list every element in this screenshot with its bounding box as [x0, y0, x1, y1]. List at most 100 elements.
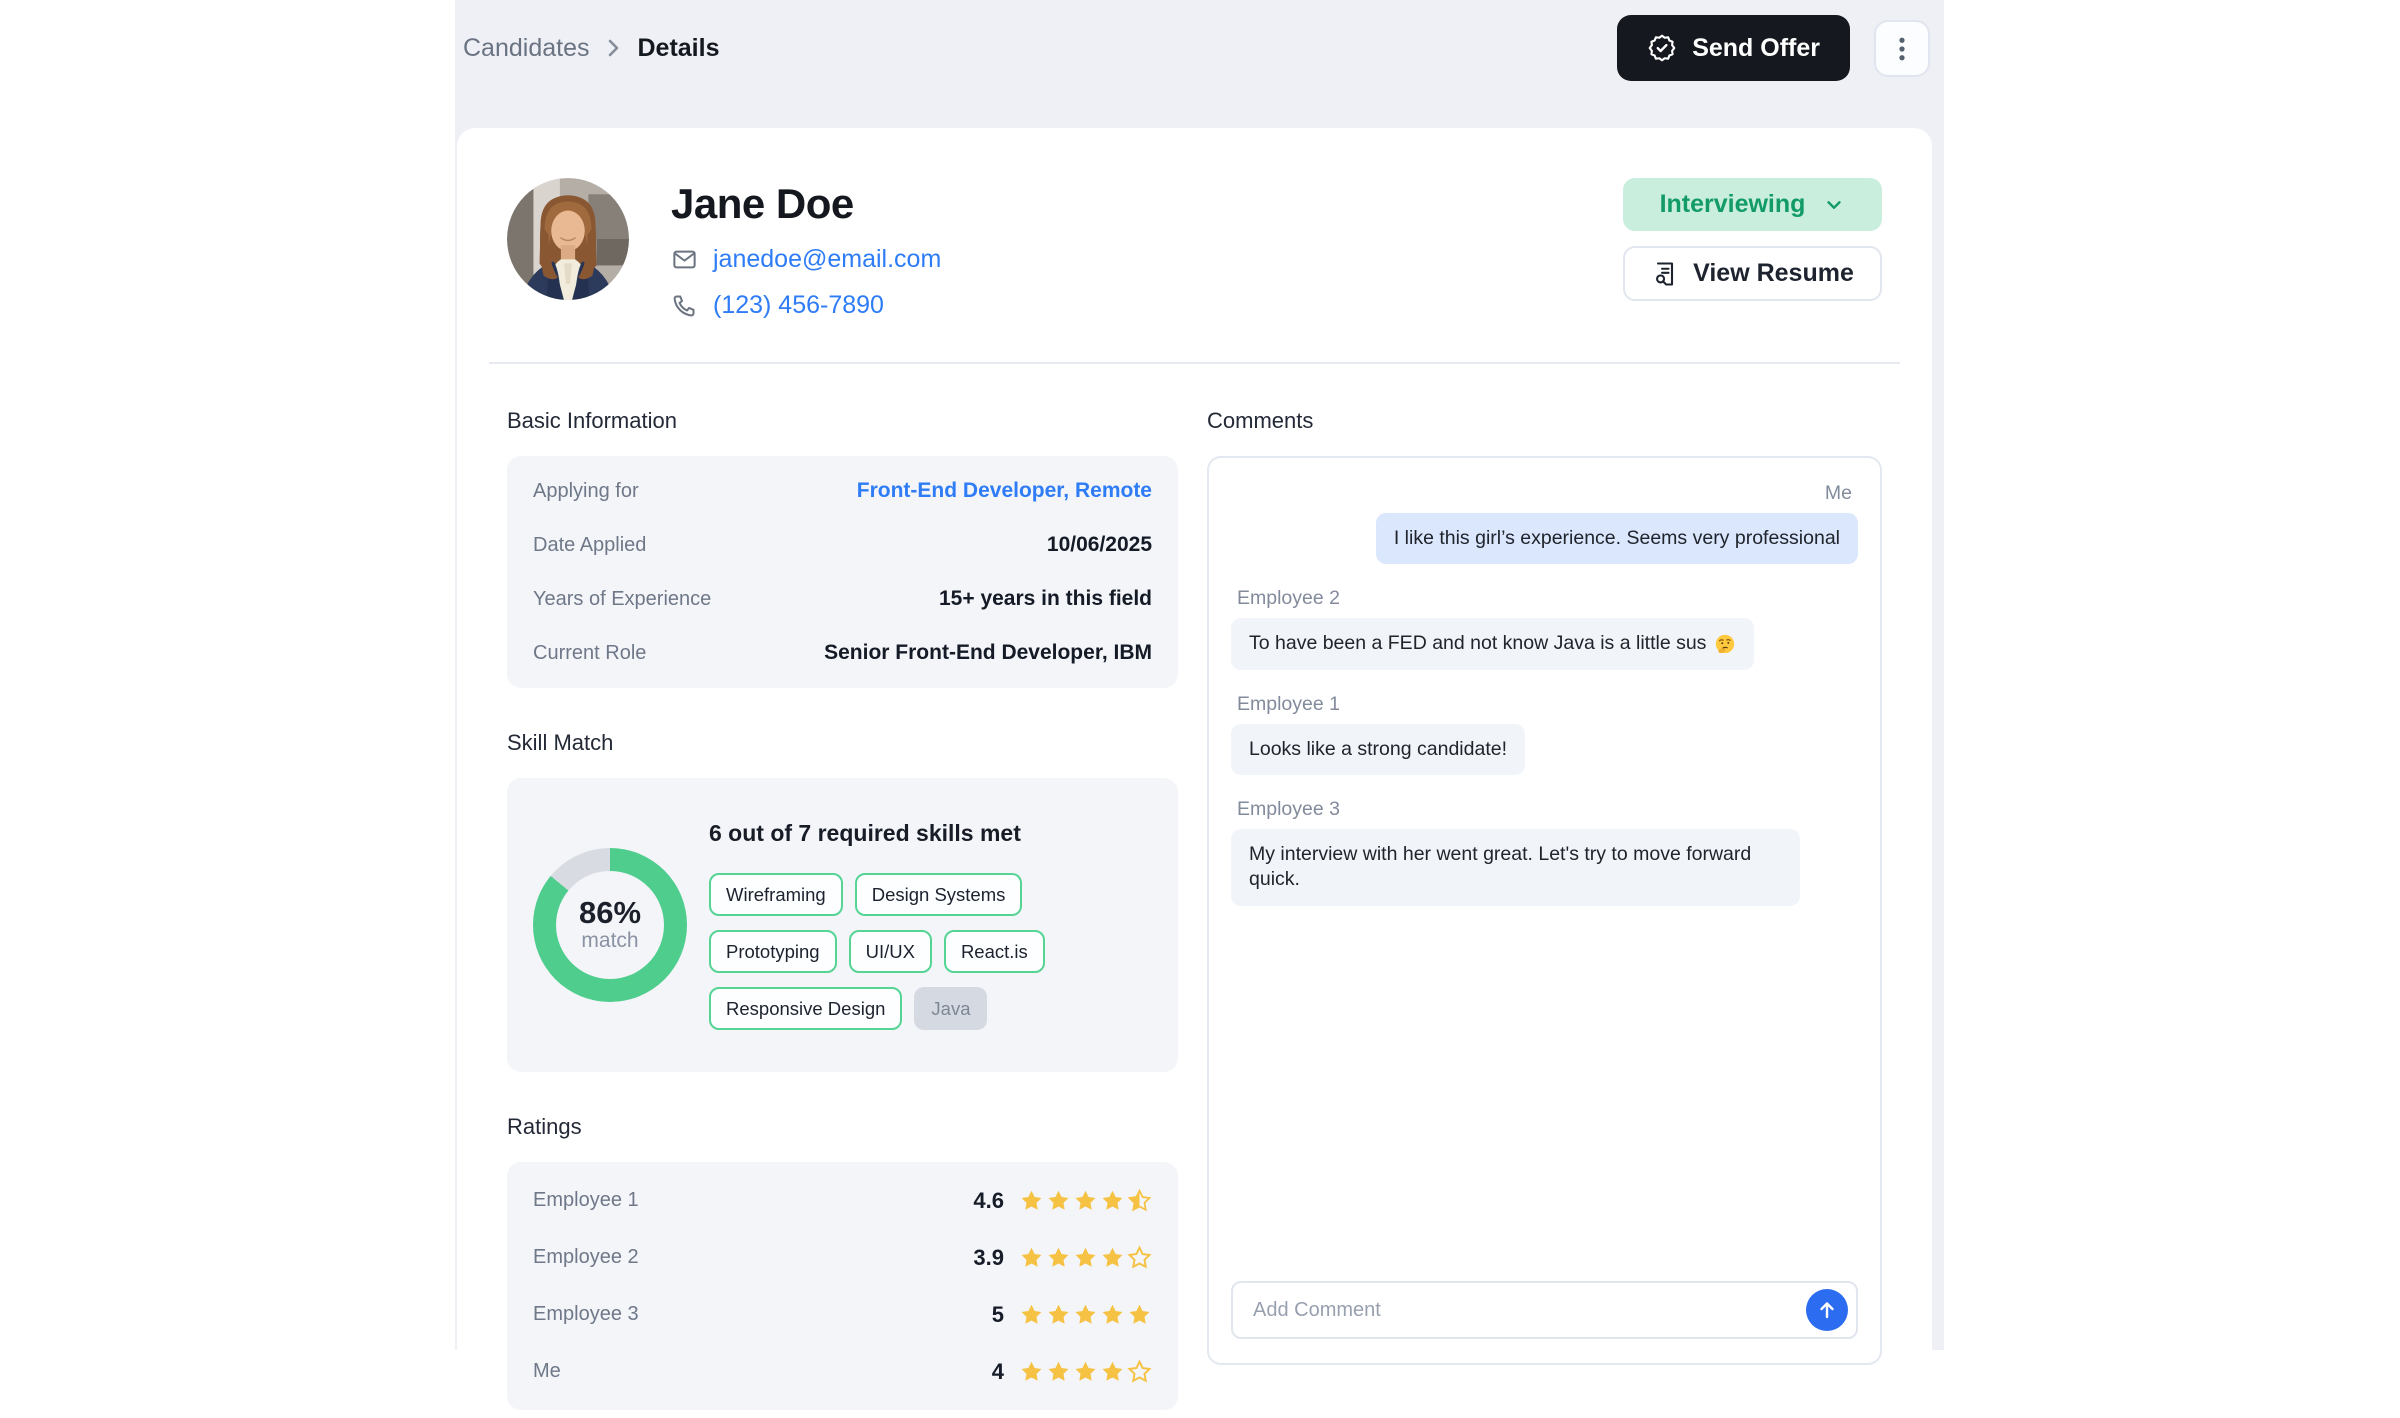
phone-icon: [673, 295, 695, 317]
star-full-icon: [1021, 1361, 1042, 1381]
rating-author: Employee 3: [533, 1303, 639, 1325]
skills-met-summary: 6 out of 7 required skills met: [709, 820, 1021, 846]
rating-row: Employee 3 5: [533, 1286, 1152, 1343]
star-full-icon: [1048, 1247, 1069, 1267]
star-full-icon: [1075, 1190, 1096, 1210]
basic-info-panel: Applying for Front-End Developer, Remote D…: [507, 456, 1178, 688]
donut-center: 86% match: [556, 871, 664, 979]
star-full-icon: [1075, 1304, 1096, 1324]
star-full-icon: [1102, 1304, 1123, 1324]
comment-text: I like this girl’s experience. Seems ver…: [1393, 527, 1840, 549]
chevron-right-icon: [609, 39, 619, 57]
breadcrumb-candidates[interactable]: Candidates: [463, 33, 590, 62]
skill-chip-matched: UI/UX: [848, 930, 932, 973]
skill-chip-matched: Prototyping: [709, 930, 837, 973]
status-label: Interviewing: [1659, 190, 1806, 218]
comment-thread: Me I like this girl’s experience. Seems v…: [1209, 458, 1880, 1281]
star-full-icon: [1021, 1190, 1042, 1210]
chevron-down-icon: [1827, 200, 1842, 209]
star-full-icon: [1075, 1361, 1096, 1381]
star-full-icon: [1021, 1247, 1042, 1267]
star-full-icon: [1048, 1361, 1069, 1381]
main-content-area: Candidates Details Send Offer: [455, 0, 1944, 1418]
skill-match-panel: 86% match 6 out of 7 required skills met…: [507, 778, 1178, 1072]
comment-text: To have been a FED and not know Java is …: [1249, 632, 1707, 655]
star-full-icon: [1075, 1247, 1096, 1267]
rating-author: Employee 2: [533, 1246, 639, 1268]
profile-actions: Interviewing View Resume: [1623, 178, 1882, 320]
comment-author: Me: [1824, 482, 1852, 504]
skill-chip-matched: Responsive Design: [709, 987, 903, 1030]
comments-heading: Comments: [1207, 408, 1314, 433]
comment-author: Employee 1: [1237, 692, 1340, 715]
kebab-menu-icon: [1899, 37, 1905, 60]
comments-panel: Me I like this girl’s experience. Seems v…: [1207, 456, 1882, 1365]
info-row: Years of Experience 15+ years in this fie…: [533, 572, 1152, 626]
rating-value: 3.9: [973, 1244, 1004, 1270]
star-full-icon: [1102, 1247, 1123, 1267]
match-percent: 86%: [578, 894, 642, 930]
send-comment-button[interactable]: [1806, 1289, 1848, 1331]
status-dropdown[interactable]: Interviewing: [1623, 178, 1882, 231]
candidate-identity: Jane Doe janedoe@email.com (123) 456-789…: [671, 178, 941, 320]
skill-match-donut: 86% match: [533, 848, 687, 1002]
send-offer-button[interactable]: Send Offer: [1617, 15, 1850, 81]
view-resume-button[interactable]: View Resume: [1623, 246, 1882, 301]
envelope-icon: [673, 250, 696, 269]
phone-row: (123) 456-7890: [671, 291, 941, 320]
left-column: Basic Information Applying for Front-End …: [507, 408, 1178, 1410]
info-row-value: Senior Front-End Developer, IBM: [824, 641, 1152, 664]
rating-value: 5: [991, 1301, 1004, 1327]
star-rating: [1019, 1245, 1152, 1270]
avatar: [507, 178, 629, 300]
star-empty-icon: [1127, 1359, 1152, 1383]
comment-bubble: To have been a FED and not know Java is …: [1231, 618, 1755, 670]
info-row: Current Role Senior Front-End Developer, …: [533, 626, 1152, 680]
thinking-face-emoji: [1716, 634, 1735, 654]
comment-bubble: Looks like a strong candidate!: [1231, 723, 1525, 776]
info-row-value: 15+ years in this field: [938, 587, 1152, 610]
more-options-button[interactable]: [1874, 20, 1930, 77]
comment-text: My interview with her went great. Let's …: [1249, 843, 1752, 891]
info-row-label: Years of Experience: [533, 587, 712, 610]
star-full-icon: [1048, 1190, 1069, 1210]
ratings-heading: Ratings: [507, 1114, 582, 1139]
skill-chips: Wireframing Design Systems Prototyping UI/U…: [709, 873, 1152, 1030]
match-label: match: [581, 929, 639, 953]
ratings-panel: Employee 1 4.6 Employee 2 3.9 Employee 3 5 Me 4: [507, 1162, 1178, 1410]
badge-check-icon: [1648, 34, 1676, 62]
star-rating: [1019, 1188, 1152, 1213]
header-divider: [489, 362, 1900, 364]
skill-chip-matched: Design Systems: [854, 873, 1023, 916]
file-search-icon: [1656, 261, 1674, 286]
applying-for-link[interactable]: Front-End Developer, Remote: [856, 479, 1152, 502]
comment-author: Employee 3: [1237, 798, 1340, 821]
star-full-icon: [1021, 1304, 1042, 1324]
right-column: Comments Me I like this girl’s experience…: [1207, 408, 1882, 1410]
skill-match-heading: Skill Match: [507, 730, 614, 755]
email-row: janedoe@email.com: [671, 245, 941, 274]
info-row-label: Current Role: [533, 641, 647, 664]
comment-bubble: I like this girl’s experience. Seems ver…: [1375, 513, 1858, 565]
skill-chip-matched: Wireframing: [709, 873, 843, 916]
star-full-icon: [1048, 1304, 1069, 1324]
info-row: Applying for Front-End Developer, Remote: [533, 464, 1152, 518]
star-rating: [1019, 1302, 1152, 1327]
comment-bubble: My interview with her went great. Let's …: [1231, 829, 1800, 906]
add-comment-input[interactable]: [1251, 1297, 1806, 1323]
basic-info-heading: Basic Information: [507, 408, 677, 433]
comment-message: Employee 3 My interview with her went gre…: [1231, 798, 1858, 906]
send-offer-label: Send Offer: [1692, 33, 1820, 62]
candidate-name: Jane Doe: [671, 180, 854, 227]
comment-author: Employee 2: [1237, 587, 1340, 610]
rating-row: Employee 2 3.9: [533, 1229, 1152, 1286]
skill-chip-unmatched: Java: [914, 987, 988, 1030]
comment-input-wrapper: [1231, 1281, 1858, 1339]
info-row-value: 10/06/2025: [1046, 533, 1152, 556]
profile-header: Jane Doe janedoe@email.com (123) 456-789…: [457, 128, 1932, 320]
skill-chip-matched: React.is: [943, 930, 1045, 973]
phone-link[interactable]: (123) 456-7890: [713, 291, 884, 319]
rating-row: Employee 1 4.6: [533, 1172, 1152, 1229]
email-link[interactable]: janedoe@email.com: [713, 245, 942, 273]
info-row: Date Applied 10/06/2025: [533, 518, 1152, 572]
